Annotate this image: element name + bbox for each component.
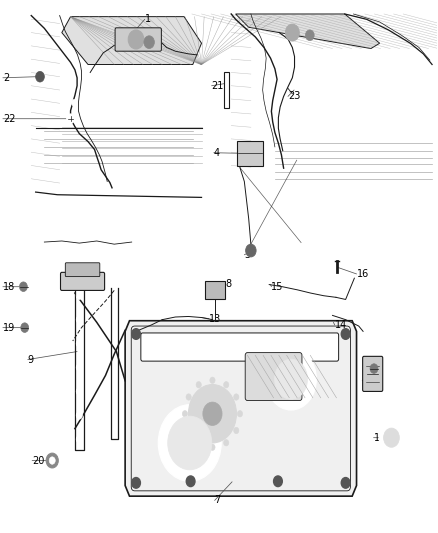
Circle shape <box>67 114 74 124</box>
Circle shape <box>223 382 229 388</box>
Circle shape <box>19 282 27 292</box>
Text: 15: 15 <box>272 282 284 292</box>
FancyBboxPatch shape <box>141 333 339 361</box>
Text: 20: 20 <box>32 456 45 465</box>
Text: 14: 14 <box>335 320 347 330</box>
Circle shape <box>35 71 44 82</box>
Circle shape <box>168 416 212 470</box>
Text: 13: 13 <box>209 313 221 324</box>
FancyBboxPatch shape <box>363 357 383 391</box>
Polygon shape <box>236 14 380 49</box>
Circle shape <box>144 36 154 49</box>
FancyBboxPatch shape <box>224 72 230 108</box>
Circle shape <box>158 405 221 481</box>
Polygon shape <box>62 17 201 64</box>
Circle shape <box>196 382 201 388</box>
Circle shape <box>132 478 141 488</box>
FancyBboxPatch shape <box>115 28 161 51</box>
Text: 12: 12 <box>80 270 92 280</box>
Circle shape <box>186 427 191 434</box>
Circle shape <box>223 440 229 446</box>
Circle shape <box>71 100 77 106</box>
Circle shape <box>341 478 350 488</box>
Text: 5: 5 <box>362 376 368 386</box>
Text: 7: 7 <box>215 495 221 505</box>
Circle shape <box>274 476 283 487</box>
Circle shape <box>68 88 73 94</box>
FancyBboxPatch shape <box>65 263 100 277</box>
Circle shape <box>203 402 222 425</box>
Circle shape <box>186 476 195 487</box>
Text: 18: 18 <box>3 282 15 292</box>
Circle shape <box>384 428 399 447</box>
Text: 22: 22 <box>3 114 15 124</box>
Circle shape <box>275 359 307 399</box>
Circle shape <box>182 410 187 417</box>
Polygon shape <box>125 321 357 496</box>
Circle shape <box>210 444 215 450</box>
Circle shape <box>186 394 191 400</box>
Circle shape <box>370 364 378 373</box>
Circle shape <box>76 292 82 300</box>
Circle shape <box>21 323 28 333</box>
Text: 4: 4 <box>214 148 220 158</box>
Circle shape <box>46 453 58 468</box>
Text: 21: 21 <box>212 81 224 91</box>
Text: 2: 2 <box>3 73 9 83</box>
Circle shape <box>266 349 316 410</box>
Circle shape <box>233 394 239 400</box>
Circle shape <box>196 440 201 446</box>
Circle shape <box>76 411 82 419</box>
Circle shape <box>266 148 271 154</box>
Circle shape <box>233 427 239 434</box>
Circle shape <box>76 387 82 395</box>
Text: 9: 9 <box>28 354 34 365</box>
Circle shape <box>76 435 82 443</box>
FancyBboxPatch shape <box>237 141 263 166</box>
Text: 1: 1 <box>145 14 151 25</box>
Text: 23: 23 <box>288 91 300 101</box>
Circle shape <box>259 110 265 117</box>
Circle shape <box>128 30 144 49</box>
Circle shape <box>379 423 404 453</box>
Circle shape <box>76 340 82 348</box>
FancyBboxPatch shape <box>245 353 302 400</box>
Circle shape <box>76 316 82 324</box>
Circle shape <box>341 329 350 340</box>
Text: 11: 11 <box>90 279 102 288</box>
Circle shape <box>66 72 71 78</box>
Text: 8: 8 <box>225 279 231 289</box>
Circle shape <box>257 67 262 73</box>
Text: 3: 3 <box>244 250 251 260</box>
Circle shape <box>49 457 55 464</box>
FancyBboxPatch shape <box>60 272 105 290</box>
Text: 10: 10 <box>374 433 386 443</box>
Circle shape <box>305 30 314 41</box>
Circle shape <box>132 329 141 340</box>
Circle shape <box>188 384 237 443</box>
Circle shape <box>76 364 82 371</box>
Text: 6: 6 <box>373 364 379 374</box>
Circle shape <box>286 24 299 41</box>
Text: 19: 19 <box>3 322 15 333</box>
Circle shape <box>246 244 256 257</box>
Text: 16: 16 <box>357 269 369 279</box>
FancyBboxPatch shape <box>205 281 225 300</box>
Circle shape <box>237 410 243 417</box>
Circle shape <box>210 377 215 383</box>
